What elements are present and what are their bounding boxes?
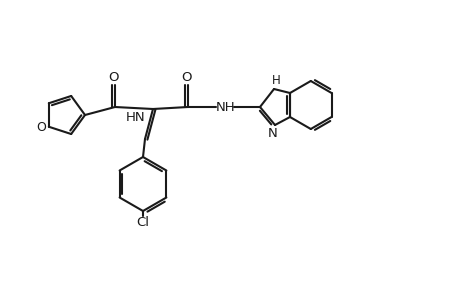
Text: O: O — [36, 121, 45, 134]
Text: NH: NH — [216, 100, 235, 113]
Text: O: O — [181, 70, 192, 83]
Text: HN: HN — [126, 110, 146, 124]
Text: O: O — [108, 70, 119, 83]
Text: Cl: Cl — [136, 217, 149, 230]
Text: N: N — [268, 127, 277, 140]
Text: H: H — [271, 74, 280, 86]
